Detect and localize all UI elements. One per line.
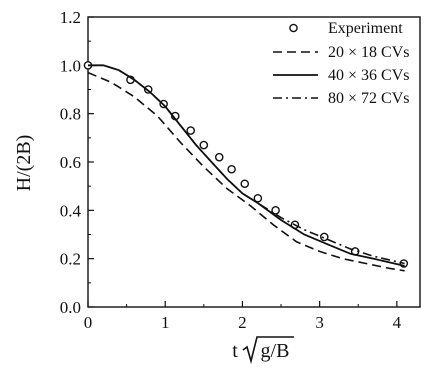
experiment-point: [319, 232, 329, 242]
y-tick-label: 0.4: [60, 201, 82, 220]
x-axis-label-sqrt: g/B: [261, 340, 290, 362]
y-tick-label: 1.2: [60, 8, 81, 27]
y-tick-label: 0.2: [60, 250, 81, 269]
x-tick-label: 4: [393, 313, 402, 332]
legend-label: 20 × 18 CVs: [328, 44, 409, 61]
x-tick-label: 0: [84, 313, 93, 332]
experiment-point: [199, 140, 209, 150]
legend-label: 40 × 36 CVs: [328, 67, 409, 84]
experiment-point: [186, 126, 195, 135]
x-tick-label: 1: [161, 313, 170, 332]
legend-label: Experiment: [328, 20, 403, 37]
y-tick-label: 0.8: [60, 105, 81, 124]
y-tick-label: 0.6: [60, 153, 81, 172]
y-tick-label: 1.0: [60, 56, 81, 75]
legend-label: 80 × 72 CVs: [328, 90, 409, 107]
x-axis-label-t: t: [232, 340, 238, 362]
series-line-80x72: [88, 64, 405, 265]
tick-labels: 0 1 2 3 4 0.0 0.2 0.4 0.6 0.8 1.0 1.2: [60, 8, 402, 332]
x-axis-label: t g/B: [232, 336, 294, 365]
axis-ticks: [87, 16, 398, 308]
experiment-point: [240, 179, 250, 189]
y-axis-label: H/(2B): [13, 135, 35, 192]
series-layer: [83, 61, 409, 272]
experiment-point: [271, 206, 280, 215]
experiment-point: [227, 164, 236, 174]
legend-marker-experiment: [289, 23, 298, 33]
sqrt-sign: [242, 336, 294, 365]
experiment-point: [214, 152, 224, 162]
legend: Experiment 20 × 18 CVs 40 × 36 CVs 80 × 72 …: [273, 20, 409, 107]
y-tick-label: 0.0: [60, 298, 81, 317]
experiment-point: [253, 193, 263, 203]
series-line-20x18: [87, 71, 405, 272]
x-tick-label: 2: [238, 313, 247, 332]
x-tick-label: 3: [315, 313, 324, 332]
